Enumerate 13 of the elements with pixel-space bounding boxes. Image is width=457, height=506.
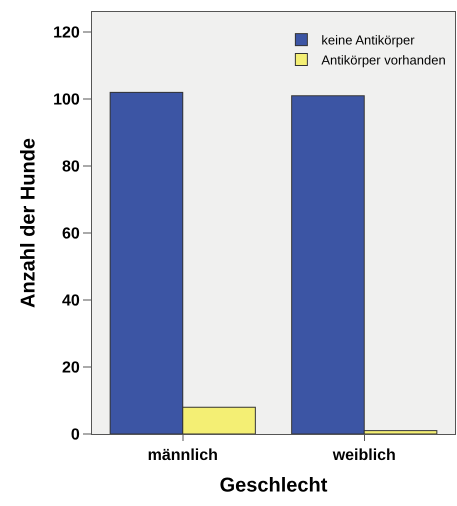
legend-label: Antikörper vorhanden (321, 52, 446, 68)
y-axis-title: Anzahl der Hunde (18, 138, 40, 308)
x-tick-label: männlich (148, 447, 218, 464)
x-axis-title: Geschlecht (220, 474, 328, 497)
y-tick-label: 60 (62, 226, 80, 243)
y-tick-label: 120 (53, 24, 80, 42)
y-tick-label: 100 (53, 92, 80, 109)
y-tick-label: 40 (62, 292, 80, 310)
y-tick-label: 20 (62, 360, 80, 377)
y-tick-label: 0 (70, 426, 80, 444)
x-tick-label: weiblich (332, 447, 396, 464)
y-tick-label: 80 (62, 158, 80, 176)
legend-label: keine Antikörper (321, 32, 416, 48)
